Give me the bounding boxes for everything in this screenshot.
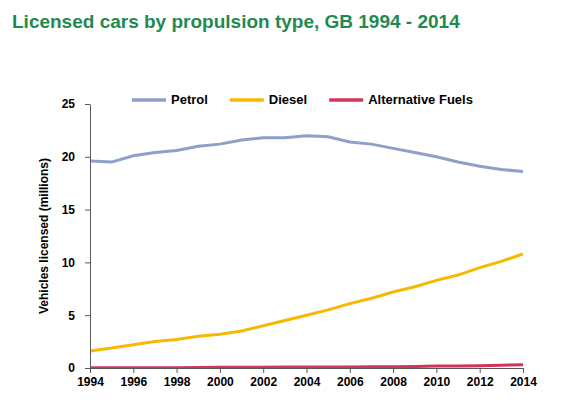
tick-label: 2006 <box>337 375 364 389</box>
tick-label: 5 <box>68 309 75 323</box>
legend-swatch <box>329 98 363 102</box>
tick-label: 10 <box>62 256 76 270</box>
tick: 20 <box>62 150 90 164</box>
tick-mark <box>307 368 308 373</box>
tick-label: 0 <box>68 361 75 375</box>
tick-mark <box>436 368 437 373</box>
title: Licensed cars by propulsion type, GB 199… <box>12 11 460 32</box>
tick: 2004 <box>294 368 321 389</box>
tick-label: 2004 <box>294 375 321 389</box>
series-line <box>90 254 523 351</box>
tick: 25 <box>62 97 90 111</box>
tick: 5 <box>68 309 90 323</box>
tick-mark <box>220 368 221 373</box>
tick: 1996 <box>120 368 147 389</box>
legend-item: Diesel <box>230 92 307 107</box>
tick-mark <box>90 368 91 373</box>
tick-label: 20 <box>62 150 76 164</box>
tick: 1994 <box>77 368 104 389</box>
y-axis-title: Vehicles licensed (millions) <box>37 158 51 314</box>
tick-mark <box>85 262 90 263</box>
tick-label: 1996 <box>120 375 147 389</box>
tick-label: 1998 <box>164 375 191 389</box>
tick: 15 <box>62 203 90 217</box>
tick: 2012 <box>467 368 494 389</box>
series-line <box>90 365 523 368</box>
x-axis: 1994 1996 1998 2000 2002 2004 2006 2008 2010 2012… <box>77 368 537 389</box>
lines <box>90 136 523 368</box>
tick-mark <box>85 210 90 211</box>
tick: 2002 <box>250 368 277 389</box>
tick: 2006 <box>337 368 364 389</box>
series-line <box>90 136 523 172</box>
legend-label: Alternative Fuels <box>368 92 473 107</box>
tick-label: 2012 <box>467 375 494 389</box>
tick: 2010 <box>424 368 451 389</box>
tick: 2014 <box>510 368 537 389</box>
legend-swatch <box>132 98 166 102</box>
tick-mark <box>133 368 134 373</box>
tick-mark <box>393 368 394 373</box>
tick-label: 15 <box>62 203 76 217</box>
tick-label: 2010 <box>424 375 451 389</box>
y-axis-line <box>90 105 91 369</box>
tick: 0 <box>68 361 90 375</box>
tick-mark <box>523 368 524 373</box>
tick: 1998 <box>164 368 191 389</box>
tick-label: 2014 <box>510 375 537 389</box>
tick-label: 25 <box>62 97 76 111</box>
tick-label: 2008 <box>380 375 407 389</box>
tick: 2000 <box>207 368 234 389</box>
tick-label: 2000 <box>207 375 234 389</box>
legend-label: Petrol <box>171 92 208 107</box>
tick-mark <box>85 368 90 369</box>
plot: 1994199619982000200220042006200820102012… <box>62 97 538 388</box>
legend-label: Diesel <box>269 92 307 107</box>
tick-mark <box>350 368 351 373</box>
tick-mark <box>480 368 481 373</box>
legend-item: Petrol <box>132 92 208 107</box>
legend-swatch <box>230 98 264 102</box>
tick: 2008 <box>380 368 407 389</box>
chart: Licensed cars by propulsion type, GB 199… <box>0 0 564 413</box>
legend: Petrol Diesel Alternative Fuels <box>132 92 473 107</box>
tick-mark <box>85 104 90 105</box>
legend-item: Alternative Fuels <box>329 92 473 107</box>
y-axis: 0 5 10 15 20 25 <box>62 97 91 375</box>
tick: 10 <box>62 256 90 270</box>
tick-mark <box>85 315 90 316</box>
tick-mark <box>85 157 90 158</box>
tick-mark <box>263 368 264 373</box>
tick-mark <box>177 368 178 373</box>
tick-label: 1994 <box>77 375 104 389</box>
tick-label: 2002 <box>250 375 277 389</box>
